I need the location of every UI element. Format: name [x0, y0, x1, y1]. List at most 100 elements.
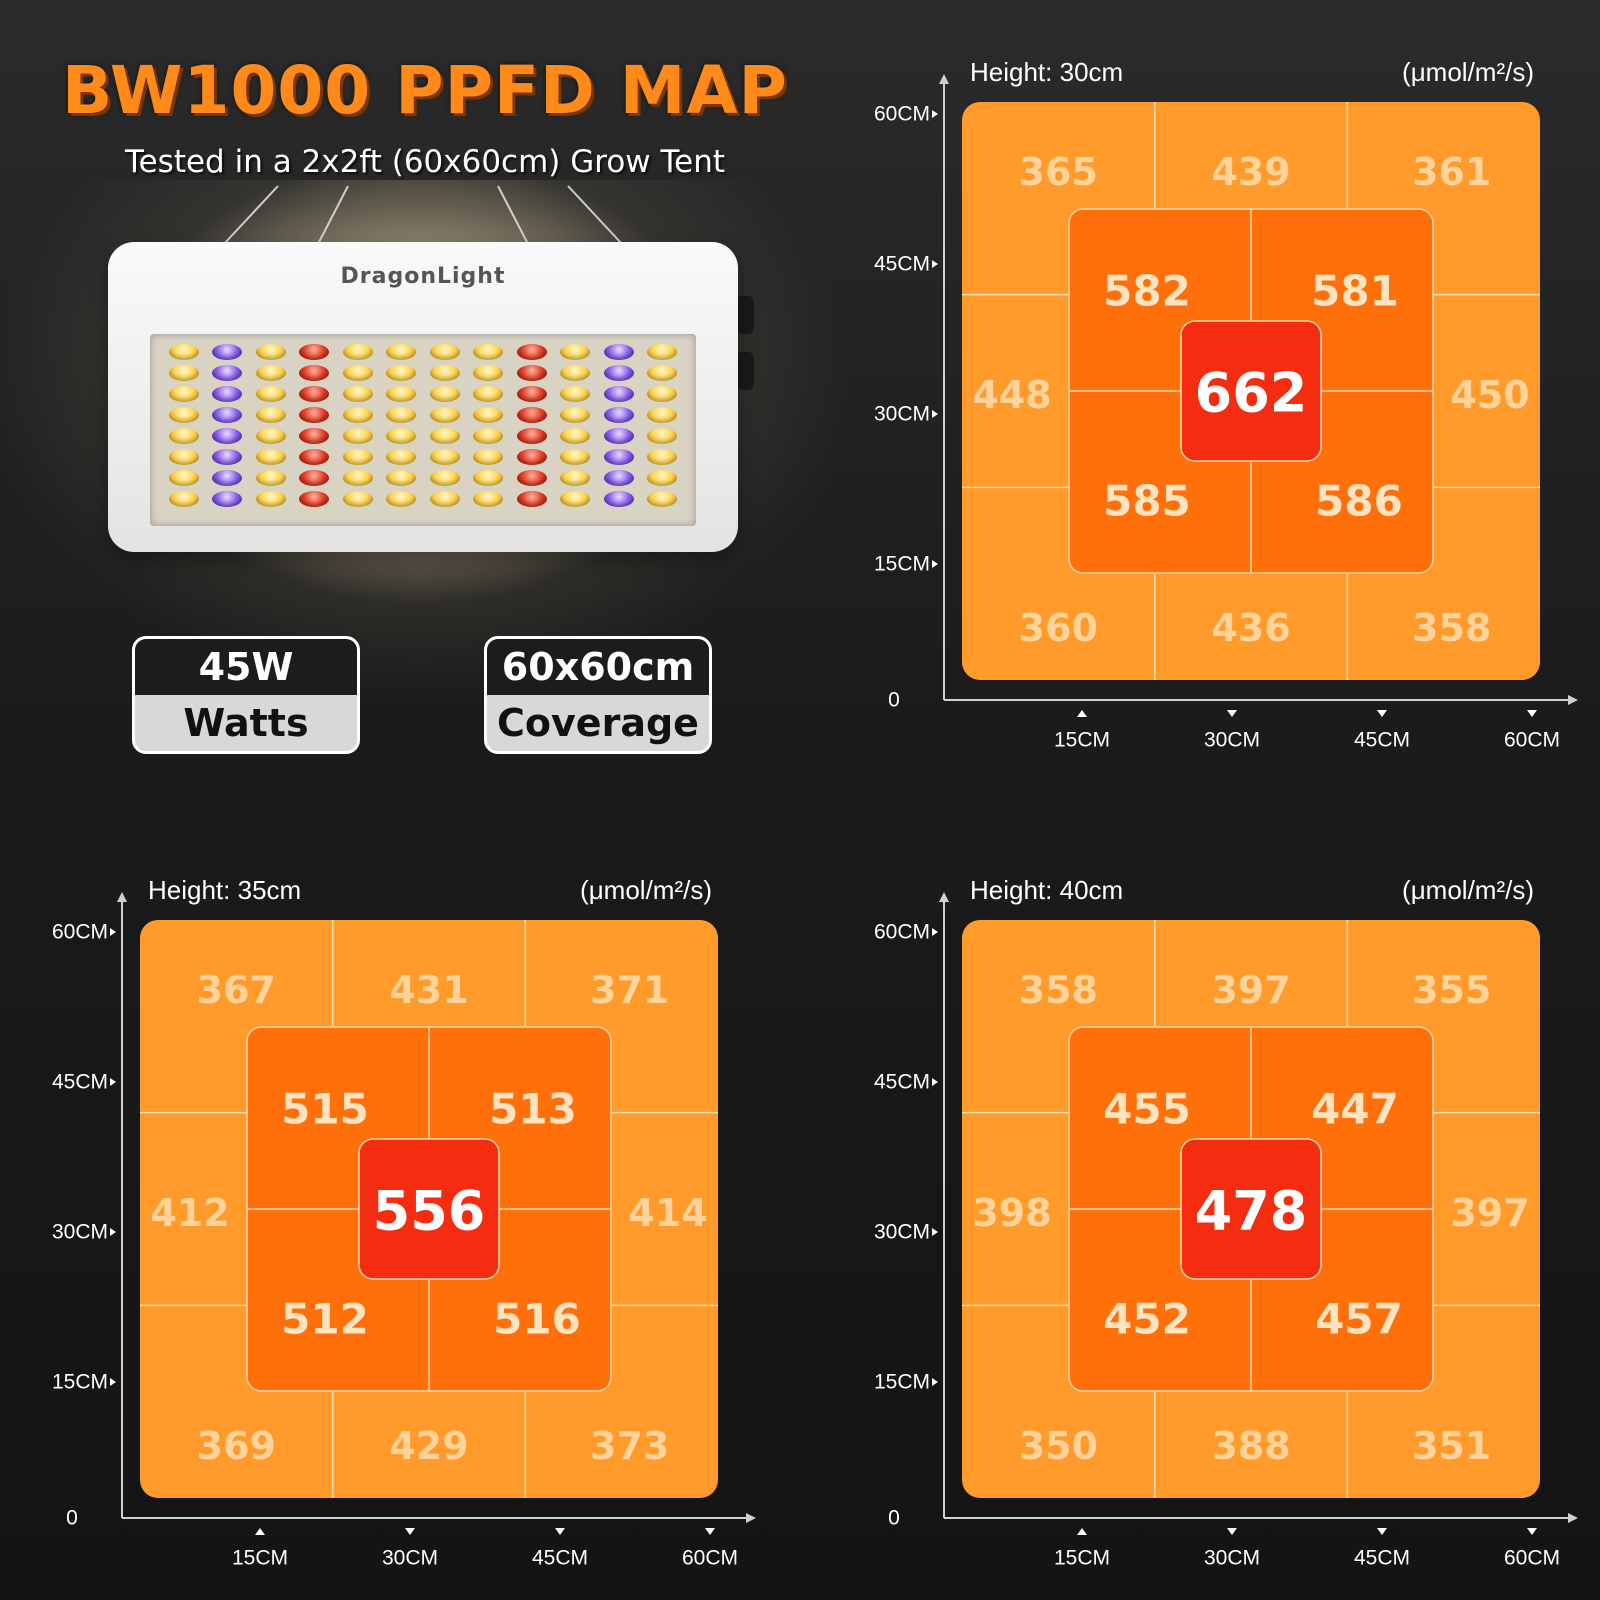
- ppfd-value-outer: 431: [389, 968, 468, 1012]
- ppfd-value-center: 556: [373, 1180, 486, 1243]
- led-icon: [342, 470, 373, 486]
- ppfd-value-outer: 388: [1211, 1424, 1290, 1468]
- led-icon: [647, 428, 678, 444]
- x-tick-label: 30CM: [382, 1547, 438, 1570]
- map-title: Height: 35cm: [148, 875, 301, 905]
- led-panel: [150, 334, 696, 526]
- y-tick-label: 30CM: [874, 1221, 930, 1244]
- led-icon: [603, 365, 634, 381]
- ppfd-map-40cm: Height: 40cm (μmol/m²/s) 0 60CM 45CM 30CM 15CM…: [874, 875, 1578, 1570]
- coverage-value: 60x60cm: [487, 639, 709, 695]
- ppfd-value-outer: 371: [590, 968, 669, 1012]
- led-icon: [516, 344, 547, 360]
- y-tick-marker-icon: [932, 560, 938, 568]
- x-axis-arrow-icon: [746, 1513, 756, 1523]
- led-icon: [299, 365, 330, 381]
- y-tick-marker-icon: [932, 1378, 938, 1386]
- led-icon: [342, 386, 373, 402]
- map-title: Height: 40cm: [970, 875, 1123, 905]
- ppfd-value-outer: 448: [972, 373, 1051, 417]
- led-icon: [603, 344, 634, 360]
- y-tick-marker-icon: [110, 1228, 116, 1236]
- led-icon: [168, 344, 199, 360]
- y-tick-label: 15CM: [52, 1371, 108, 1394]
- power-plug-icon: [736, 296, 754, 334]
- led-icon: [342, 407, 373, 423]
- y-tick-marker-icon: [932, 410, 938, 418]
- x-tick-marker-icon: [705, 1528, 715, 1535]
- ppfd-value-center: 662: [1195, 362, 1308, 425]
- led-icon: [386, 407, 417, 423]
- x-tick-marker-icon: [1077, 1528, 1087, 1535]
- led-icon: [212, 386, 243, 402]
- led-icon: [603, 428, 634, 444]
- ppfd-value-inner: 585: [1103, 477, 1191, 526]
- axis-origin-label: 0: [888, 1507, 900, 1530]
- ppfd-value-inner: 513: [489, 1085, 577, 1134]
- x-tick-label: 15CM: [1054, 729, 1110, 752]
- led-icon: [516, 449, 547, 465]
- x-axis-arrow-icon: [1568, 1513, 1578, 1523]
- led-icon: [429, 386, 460, 402]
- led-icon: [342, 428, 373, 444]
- y-tick-marker-icon: [932, 260, 938, 268]
- led-icon: [647, 365, 678, 381]
- ppfd-map-30cm: Height: 30cm (μmol/m²/s) 0 60CM 45CM 30CM 15CM…: [874, 57, 1578, 752]
- ppfd-value-outer: 351: [1412, 1424, 1491, 1468]
- y-tick-label: 30CM: [52, 1221, 108, 1244]
- led-icon: [516, 386, 547, 402]
- ppfd-value-outer: 414: [628, 1191, 707, 1235]
- x-tick-label: 45CM: [532, 1547, 588, 1570]
- led-icon: [560, 428, 591, 444]
- led-icon: [386, 365, 417, 381]
- ppfd-value-outer: 358: [1019, 968, 1098, 1012]
- y-tick-label: 60CM: [874, 103, 930, 126]
- led-icon: [516, 428, 547, 444]
- ppfd-value-outer: 365: [1019, 150, 1098, 194]
- led-grid: [150, 340, 696, 511]
- led-icon: [255, 407, 286, 423]
- led-icon: [516, 365, 547, 381]
- x-tick-marker-icon: [1377, 710, 1387, 717]
- x-tick-marker-icon: [555, 1528, 565, 1535]
- led-icon: [168, 386, 199, 402]
- ppfd-value-outer: 367: [197, 968, 276, 1012]
- x-tick-label: 15CM: [232, 1547, 288, 1570]
- ppfd-value-outer: 350: [1019, 1424, 1098, 1468]
- y-axis-arrow-icon: [117, 892, 127, 902]
- x-tick-label: 45CM: [1354, 729, 1410, 752]
- center-zone: [358, 1138, 500, 1280]
- ppfd-value-inner: 586: [1315, 477, 1403, 526]
- led-icon: [299, 449, 330, 465]
- x-tick-label: 30CM: [1204, 729, 1260, 752]
- y-tick-marker-icon: [110, 928, 116, 936]
- ppfd-value-outer: 361: [1412, 150, 1491, 194]
- led-icon: [386, 449, 417, 465]
- ppfd-value-inner: 581: [1311, 267, 1399, 316]
- ppfd-value-outer: 450: [1450, 373, 1529, 417]
- led-icon: [386, 344, 417, 360]
- x-tick-label: 15CM: [1054, 1547, 1110, 1570]
- led-icon: [299, 407, 330, 423]
- led-icon: [342, 491, 373, 507]
- led-icon: [516, 491, 547, 507]
- led-icon: [429, 449, 460, 465]
- led-icon: [212, 491, 243, 507]
- led-icon: [473, 344, 504, 360]
- led-icon: [560, 470, 591, 486]
- y-tick-label: 60CM: [52, 921, 108, 944]
- led-icon: [560, 407, 591, 423]
- ppfd-value-outer: 355: [1412, 968, 1491, 1012]
- ppfd-value-outer: 373: [590, 1424, 669, 1468]
- ppfd-value-outer: 369: [197, 1424, 276, 1468]
- led-icon: [429, 470, 460, 486]
- led-icon: [212, 449, 243, 465]
- ppfd-value-outer: 358: [1412, 606, 1491, 650]
- ppfd-value-inner: 447: [1311, 1085, 1399, 1134]
- axis-origin-label: 0: [66, 1507, 78, 1530]
- led-icon: [603, 386, 634, 402]
- wattage-badge: 45W Watts: [132, 636, 360, 754]
- x-tick-marker-icon: [1227, 710, 1237, 717]
- led-icon: [168, 428, 199, 444]
- led-icon: [473, 491, 504, 507]
